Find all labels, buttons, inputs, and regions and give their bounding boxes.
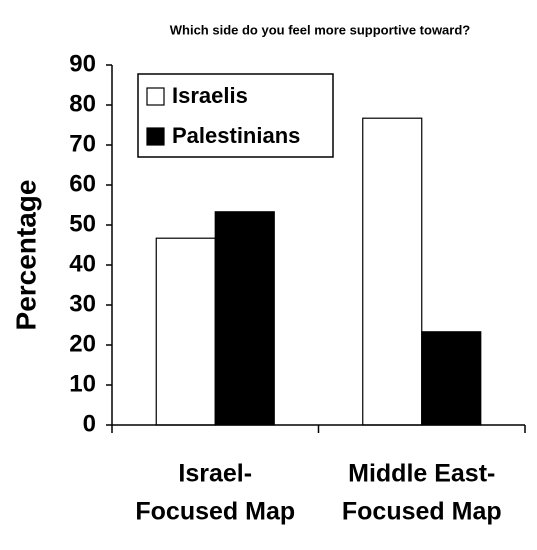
y-tick-label: 40 — [69, 250, 96, 277]
y-tick-label: 70 — [69, 130, 96, 157]
y-tick-label: 80 — [69, 90, 96, 117]
y-tick-label: 0 — [83, 410, 96, 437]
legend-box — [137, 73, 334, 158]
bar — [362, 117, 423, 426]
y-tick-label: 30 — [69, 290, 96, 317]
y-tick-label: 10 — [69, 370, 96, 397]
y-tick-label: 60 — [69, 170, 96, 197]
x-tick-label: Focused Map — [342, 498, 502, 526]
x-tick-label: Israel- — [178, 460, 252, 488]
legend-label: Palestinians — [172, 123, 300, 148]
y-tick-label: 90 — [69, 50, 96, 77]
y-tick-label: 50 — [69, 210, 96, 237]
x-tick-label: Middle East- — [348, 460, 495, 488]
y-axis-label: Percentage — [10, 180, 41, 331]
legend-label: Israelis — [172, 83, 248, 108]
legend-swatch — [146, 87, 165, 106]
y-tick-label: 20 — [69, 330, 96, 357]
bar — [421, 331, 482, 426]
chart-title: Which side do you feel more supportive t… — [170, 22, 471, 37]
bar — [214, 211, 275, 426]
x-tick-label: Focused Map — [135, 498, 295, 526]
bar — [155, 237, 216, 426]
legend-swatch — [146, 127, 165, 146]
